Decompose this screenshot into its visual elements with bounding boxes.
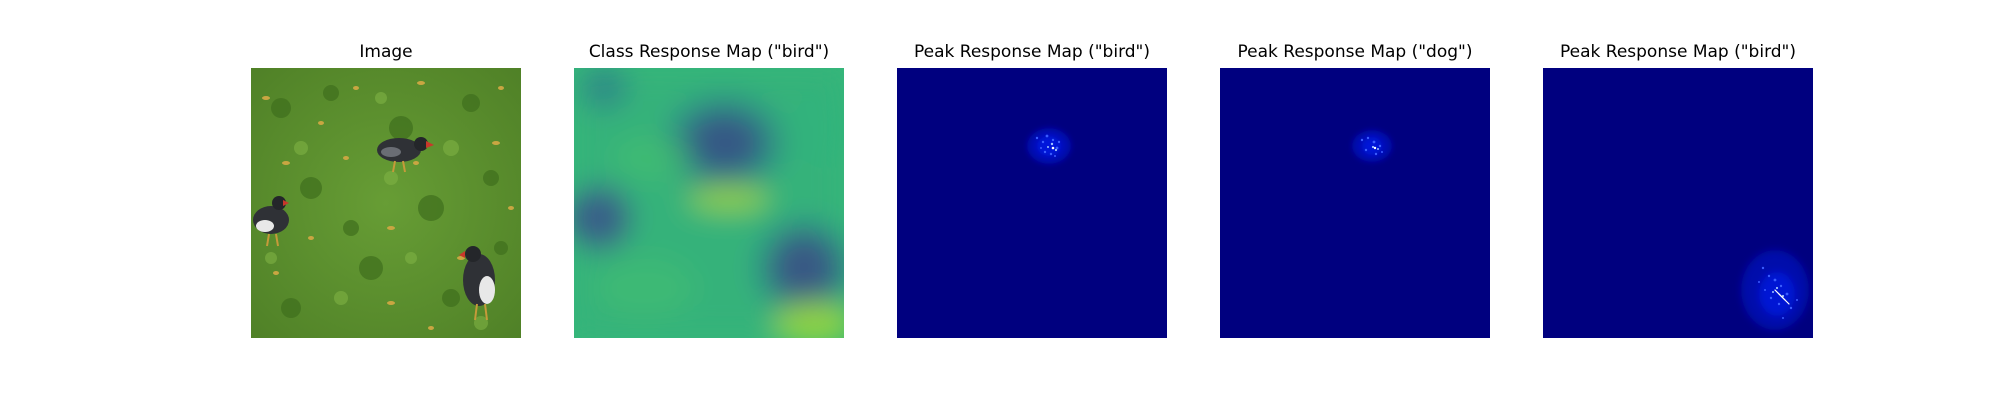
peak-response-map-bird-2 — [1543, 68, 1813, 338]
panel-title-peak-response-bird-2: Peak Response Map ("bird") — [1560, 42, 1796, 62]
panel-title-image: Image — [359, 42, 413, 62]
panel-title-class-response-map: Class Response Map ("bird") — [588, 42, 830, 62]
photo-birds-on-grass — [251, 68, 521, 338]
peak-response-map-bird-1 — [897, 68, 1167, 338]
panel-title-peak-response-dog: Peak Response Map ("dog") — [1237, 42, 1473, 62]
bird-bottom-right — [459, 246, 495, 321]
bird-left — [253, 196, 289, 247]
class-response-heatmap — [574, 68, 844, 338]
panel-title-peak-response-bird-1: Peak Response Map ("bird") — [914, 42, 1150, 62]
bird-top — [377, 137, 434, 173]
peak-response-map-dog — [1220, 68, 1490, 338]
